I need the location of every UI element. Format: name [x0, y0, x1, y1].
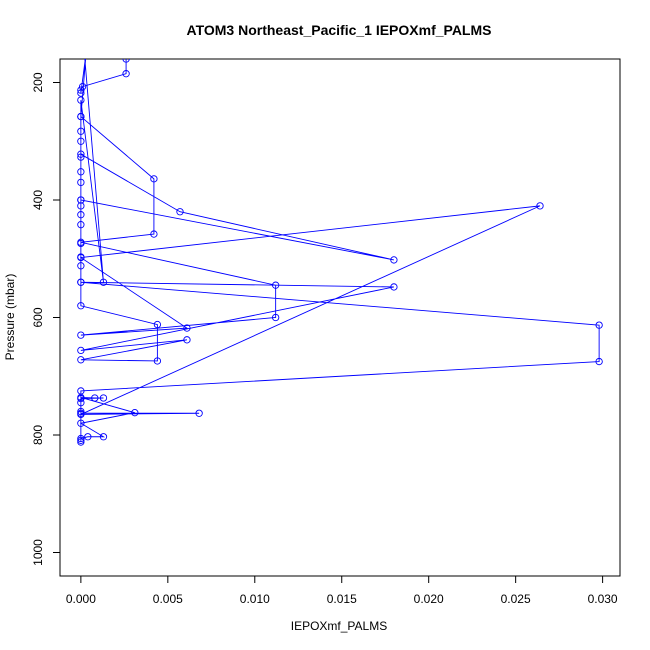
data-point — [77, 178, 85, 187]
data-point — [195, 409, 203, 417]
data-point — [595, 357, 603, 366]
data-point — [77, 96, 85, 104]
data-point — [83, 50, 89, 56]
data-point — [99, 433, 108, 441]
data-point — [77, 150, 85, 158]
data-point — [77, 407, 85, 416]
data-point — [77, 409, 85, 417]
data-point — [77, 438, 85, 446]
data-point — [153, 320, 162, 329]
data-point — [390, 256, 398, 264]
x-axis-label: IEPOXmf_PALMS — [291, 619, 387, 633]
data-point — [77, 436, 85, 444]
data-point — [390, 283, 398, 291]
data-point — [78, 82, 87, 91]
data-point — [153, 357, 162, 365]
data-point — [77, 211, 85, 219]
x-tick-label: 0.000 — [66, 592, 96, 606]
y-tick-label: 600 — [31, 307, 45, 327]
y-tick-label: 200 — [31, 72, 45, 92]
x-tick-label: 0.030 — [588, 592, 618, 606]
data-point — [77, 399, 85, 407]
x-tick-label: 0.020 — [414, 592, 444, 606]
data-point — [122, 70, 130, 78]
data-point — [77, 331, 85, 339]
data-point — [77, 86, 85, 94]
data-point — [77, 202, 85, 210]
data-point — [99, 394, 108, 402]
data-point — [122, 59, 130, 63]
data-point — [77, 221, 85, 229]
data-point — [77, 387, 85, 395]
x-tick-label: 0.005 — [153, 592, 183, 606]
data-point — [150, 175, 158, 183]
data-point — [77, 239, 85, 248]
data-point — [176, 208, 184, 216]
data-point — [77, 346, 85, 355]
data-point — [77, 153, 85, 161]
data-point — [77, 89, 85, 97]
data-point — [91, 394, 99, 402]
y-axis: 200 400 600 800 1000 — [31, 72, 61, 566]
x-axis: 0.000 0.005 0.010 0.015 0.020 0.025 0.030 — [66, 575, 618, 606]
data-point — [84, 433, 92, 441]
y-tick-label: 400 — [31, 190, 45, 210]
data-point — [77, 356, 85, 364]
data-point — [183, 324, 191, 332]
chart-title: ATOM3 Northeast_Pacific_1 IEPOXmf_PALMS — [187, 22, 492, 38]
data-point — [77, 278, 85, 286]
data-point — [150, 230, 158, 238]
data-point — [77, 262, 85, 270]
data-point — [77, 127, 85, 135]
plot-area — [77, 50, 603, 446]
y-axis-label: Pressure (mbar) — [3, 274, 17, 361]
data-point — [272, 313, 280, 322]
x-tick-label: 0.010 — [240, 592, 270, 606]
data-point — [99, 278, 108, 286]
data-point — [77, 196, 85, 204]
plot-frame — [59, 58, 621, 577]
data-point — [81, 50, 87, 56]
data-point — [595, 321, 603, 329]
data-point — [77, 168, 85, 176]
data-point — [77, 302, 85, 310]
y-tick-label: 800 — [31, 425, 45, 445]
x-tick-label: 0.025 — [501, 592, 531, 606]
data-point — [77, 137, 85, 145]
data-point — [77, 419, 85, 427]
y-tick-label: 1000 — [31, 539, 45, 566]
data-point — [183, 336, 191, 344]
data-point — [77, 434, 85, 443]
data-point — [131, 409, 139, 417]
data-point — [272, 281, 280, 289]
series-line — [79, 59, 600, 443]
data-point — [77, 253, 85, 261]
x-tick-label: 0.015 — [327, 592, 357, 606]
data-point — [77, 112, 85, 121]
data-point — [536, 202, 544, 210]
